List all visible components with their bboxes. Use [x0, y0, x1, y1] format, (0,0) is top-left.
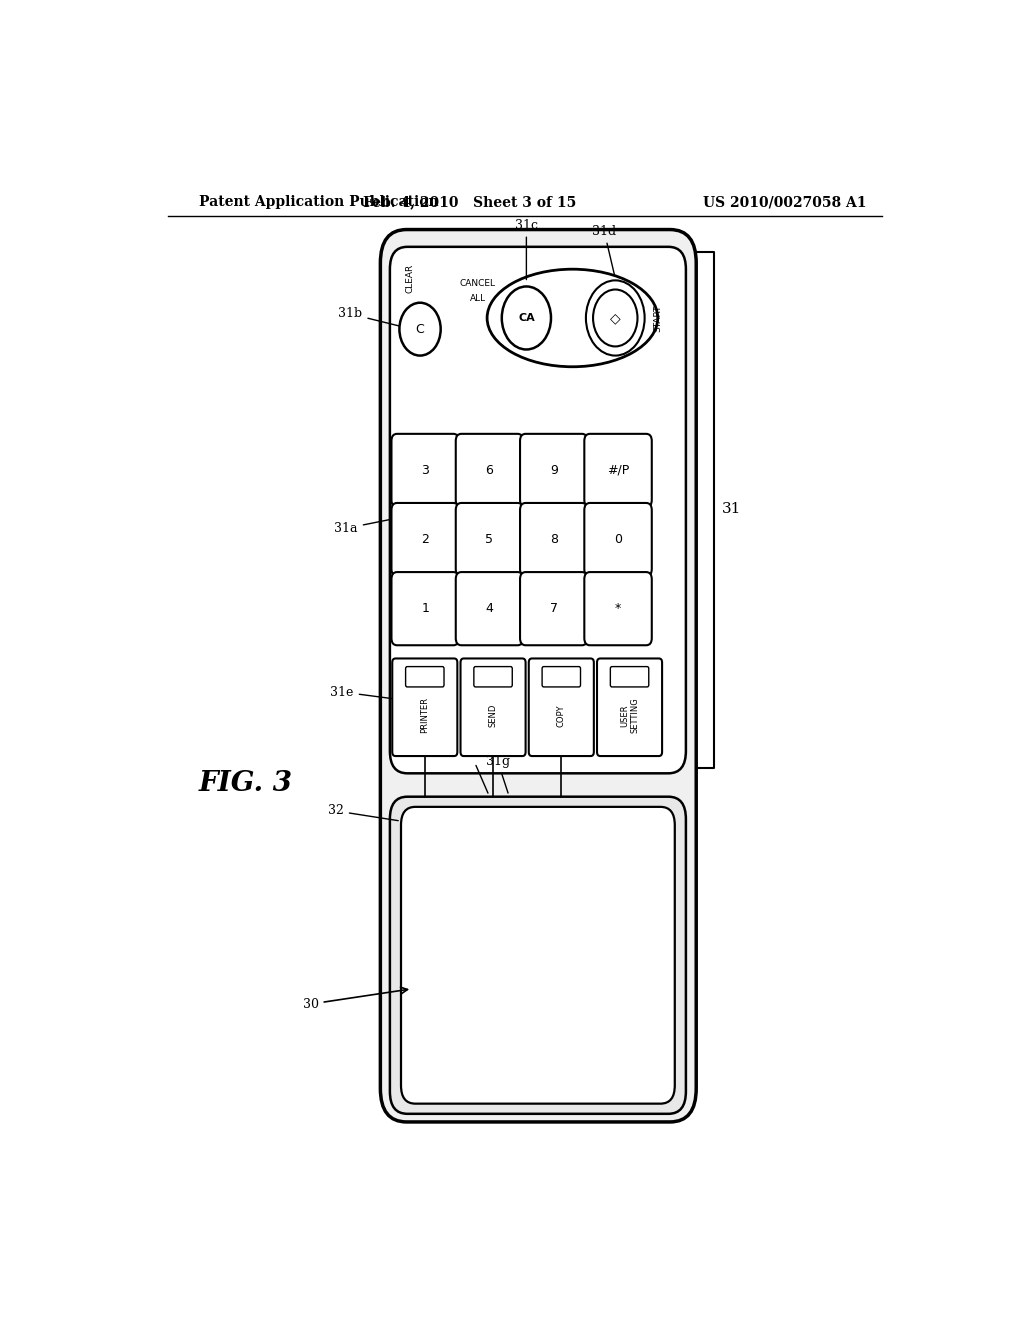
Text: 31: 31: [722, 502, 741, 516]
FancyBboxPatch shape: [461, 659, 525, 756]
FancyBboxPatch shape: [391, 503, 459, 576]
FancyBboxPatch shape: [542, 667, 581, 686]
Text: 32: 32: [328, 804, 398, 821]
Circle shape: [593, 289, 638, 346]
FancyBboxPatch shape: [520, 572, 588, 645]
Text: 0: 0: [614, 533, 622, 546]
FancyBboxPatch shape: [391, 434, 459, 507]
FancyBboxPatch shape: [390, 797, 686, 1114]
Text: Feb. 4, 2010   Sheet 3 of 15: Feb. 4, 2010 Sheet 3 of 15: [362, 195, 575, 209]
Text: 3: 3: [421, 463, 429, 477]
Text: CA: CA: [518, 313, 535, 323]
Text: 1: 1: [421, 602, 429, 615]
Text: START: START: [653, 304, 663, 331]
Text: FIG. 3: FIG. 3: [199, 770, 293, 797]
FancyBboxPatch shape: [456, 572, 523, 645]
FancyBboxPatch shape: [380, 230, 696, 1122]
FancyBboxPatch shape: [474, 667, 512, 686]
Text: 2: 2: [421, 533, 429, 546]
FancyBboxPatch shape: [585, 572, 651, 645]
Text: C: C: [416, 322, 424, 335]
Text: 5: 5: [485, 533, 494, 546]
Text: #/P: #/P: [607, 463, 629, 477]
Text: 9: 9: [550, 463, 558, 477]
Text: 31e: 31e: [331, 685, 393, 698]
Text: 30: 30: [303, 987, 408, 1011]
FancyBboxPatch shape: [520, 503, 588, 576]
Text: 31g: 31g: [485, 755, 510, 793]
FancyBboxPatch shape: [585, 434, 651, 507]
Text: 31h: 31h: [625, 616, 649, 630]
FancyBboxPatch shape: [406, 667, 444, 686]
FancyBboxPatch shape: [401, 807, 675, 1104]
FancyBboxPatch shape: [456, 434, 523, 507]
FancyBboxPatch shape: [610, 667, 649, 686]
FancyBboxPatch shape: [528, 659, 594, 756]
Text: US 2010/0027058 A1: US 2010/0027058 A1: [702, 195, 866, 209]
Text: ALL: ALL: [470, 294, 486, 304]
Circle shape: [586, 280, 645, 355]
Circle shape: [399, 302, 440, 355]
FancyBboxPatch shape: [585, 503, 651, 576]
Text: ◇: ◇: [610, 312, 621, 325]
FancyBboxPatch shape: [391, 572, 459, 645]
FancyBboxPatch shape: [456, 503, 523, 576]
FancyBboxPatch shape: [597, 659, 663, 756]
Text: SEND: SEND: [488, 704, 498, 727]
Ellipse shape: [487, 269, 657, 367]
Circle shape: [502, 286, 551, 350]
Text: 31d: 31d: [592, 224, 616, 276]
Text: 31a: 31a: [334, 515, 402, 535]
Text: CANCEL: CANCEL: [460, 279, 496, 288]
Text: 4: 4: [485, 602, 494, 615]
Text: 6: 6: [485, 463, 494, 477]
Text: Patent Application Publication: Patent Application Publication: [200, 195, 439, 209]
Text: 31b: 31b: [338, 308, 410, 329]
Text: 31c: 31c: [515, 219, 538, 280]
Text: 7: 7: [550, 602, 558, 615]
Text: *: *: [615, 602, 622, 615]
FancyBboxPatch shape: [392, 659, 458, 756]
Text: COPY: COPY: [557, 704, 566, 726]
Text: 8: 8: [550, 533, 558, 546]
FancyBboxPatch shape: [520, 434, 588, 507]
Text: PRINTER: PRINTER: [420, 697, 429, 734]
Text: CLEAR: CLEAR: [406, 264, 415, 293]
Text: 31f: 31f: [461, 747, 488, 793]
Text: USER
SETTING: USER SETTING: [620, 697, 639, 734]
FancyBboxPatch shape: [390, 247, 686, 774]
